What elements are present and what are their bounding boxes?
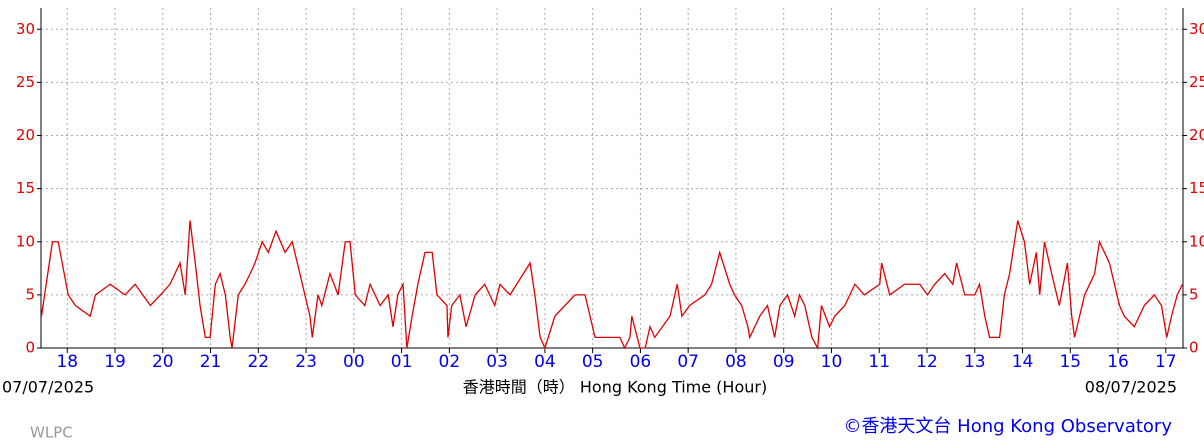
station-code: WLPC [30,424,73,442]
y-tick-label: 0 [25,339,35,357]
x-tick-label: 14 [1012,352,1034,372]
x-tick-label: 13 [964,352,986,372]
y-tick-label: 5 [25,285,35,303]
y-tick-label-right: 15 [1189,179,1204,197]
y-tick-label-right: 0 [1189,339,1199,357]
x-tick-label: 06 [630,352,652,372]
x-tick-label: 23 [295,352,317,372]
x-tick-label: 01 [391,352,413,372]
x-tick-label: 02 [439,352,461,372]
y-tick-label-right: 20 [1189,126,1204,144]
x-tick-label: 07 [677,352,699,372]
y-tick-label: 25 [16,73,35,91]
y-tick-label: 20 [16,126,35,144]
start-date: 07/07/2025 [2,378,94,397]
y-tick-label-right: 10 [1189,232,1204,250]
x-tick-label: 20 [152,352,174,372]
x-tick-label: 05 [582,352,604,372]
x-tick-label: 18 [56,352,78,372]
x-tick-label: 19 [104,352,126,372]
x-axis-title: 香港時間（時） Hong Kong Time (Hour) [463,378,767,397]
x-tick-label: 03 [486,352,508,372]
end-date: 08/07/2025 [1085,378,1177,397]
x-tick-label: 00 [343,352,365,372]
x-tick-label: 12 [916,352,938,372]
x-tick-label: 16 [1107,352,1129,372]
y-tick-label: 15 [16,179,35,197]
x-tick-label: 21 [200,352,222,372]
x-tick-label: 11 [868,352,890,372]
x-tick-label: 22 [247,352,269,372]
y-tick-label-right: 25 [1189,73,1204,91]
x-tick-label: 09 [773,352,795,372]
y-tick-label-right: 30 [1189,20,1204,38]
y-tick-label: 10 [16,232,35,250]
x-tick-label: 15 [1059,352,1081,372]
x-tick-label: 17 [1155,352,1177,372]
wind-line [40,220,1184,351]
x-tick-label: 10 [821,352,843,372]
x-tick-label: 08 [725,352,747,372]
credit: ©香港天文台 Hong Kong Observatory [843,416,1172,437]
y-tick-label: 30 [16,20,35,38]
y-tick-label-right: 5 [1189,285,1199,303]
x-tick-label: 04 [534,352,556,372]
